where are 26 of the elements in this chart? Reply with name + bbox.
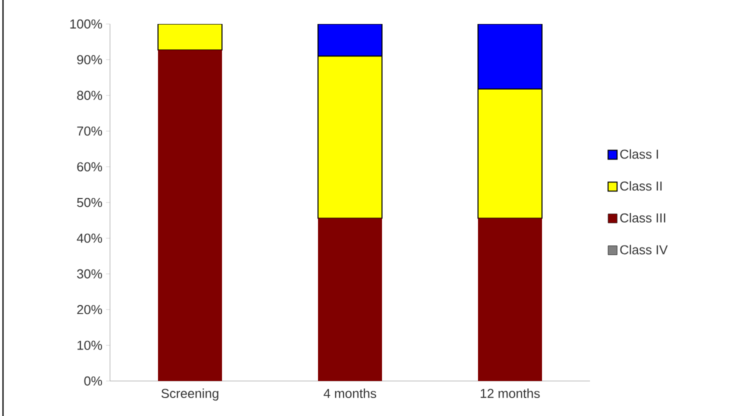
x-tick-label: 4 months <box>324 388 376 398</box>
y-tick-label: 30% <box>77 269 102 278</box>
bar <box>318 24 383 57</box>
bar <box>478 24 543 90</box>
x-tick-label: 12 months <box>480 388 540 398</box>
legend-label: Class III <box>620 212 666 222</box>
bar <box>478 218 542 381</box>
y-tick-label: 50% <box>77 198 102 208</box>
y-tick-label: 80% <box>77 90 102 100</box>
legend-label: Class I <box>620 149 658 159</box>
y-tick-label: 0% <box>84 376 102 386</box>
y-tick-label: 10% <box>78 340 102 350</box>
bar <box>318 218 382 381</box>
bar <box>158 24 223 51</box>
legend-label: Class IV <box>620 244 668 254</box>
y-tick-label: 20% <box>77 305 102 314</box>
y-tick-label: 100% <box>70 19 102 29</box>
x-tick-label: Screening <box>161 388 218 401</box>
y-tick-label: 60% <box>77 162 102 172</box>
y-tick-label: 70% <box>77 126 102 136</box>
bar <box>318 56 383 219</box>
y-tick-label: 90% <box>77 55 102 64</box>
legend-label: Class II <box>620 181 662 191</box>
bar <box>158 50 222 381</box>
y-tick-label: 40% <box>76 234 102 243</box>
bar <box>478 88 543 219</box>
